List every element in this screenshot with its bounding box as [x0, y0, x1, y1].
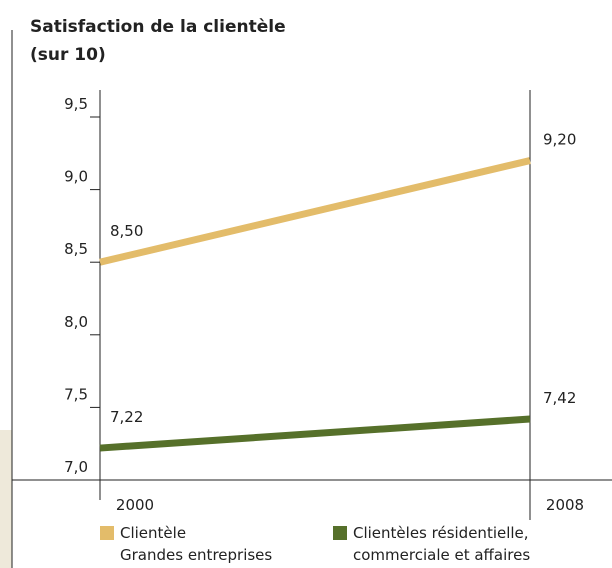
legend-label: Clientèles résidentielle, commerciale et… — [353, 524, 531, 564]
value-label: 7,42 — [543, 389, 576, 407]
side-panel — [0, 430, 12, 568]
value-label: 9,20 — [543, 131, 576, 149]
legend-item: Clientèle Grandes entreprises — [100, 522, 272, 566]
legend-swatch — [100, 526, 114, 540]
value-label: 7,22 — [110, 408, 143, 426]
y-tick-label: 8,0 — [64, 313, 88, 331]
y-tick-label: 9,5 — [64, 95, 88, 113]
y-tick-label: 8,5 — [64, 240, 88, 258]
x-tick-label: 2008 — [546, 496, 584, 514]
series-line — [99, 157, 531, 266]
y-tick-label: 7,0 — [64, 458, 88, 476]
chart-title: Satisfaction de la clientèle — [30, 17, 286, 37]
series-line — [99, 415, 531, 452]
legend-item: Clientèles résidentielle, commerciale et… — [333, 522, 530, 566]
legend-swatch — [333, 526, 347, 540]
legend-label: Clientèle Grandes entreprises — [120, 524, 273, 564]
y-tick-label: 9,0 — [64, 168, 88, 186]
chart-subtitle: (sur 10) — [30, 45, 106, 65]
value-label: 8,50 — [110, 222, 143, 240]
y-tick-label: 7,5 — [64, 385, 88, 403]
x-tick-label: 2000 — [116, 496, 154, 514]
